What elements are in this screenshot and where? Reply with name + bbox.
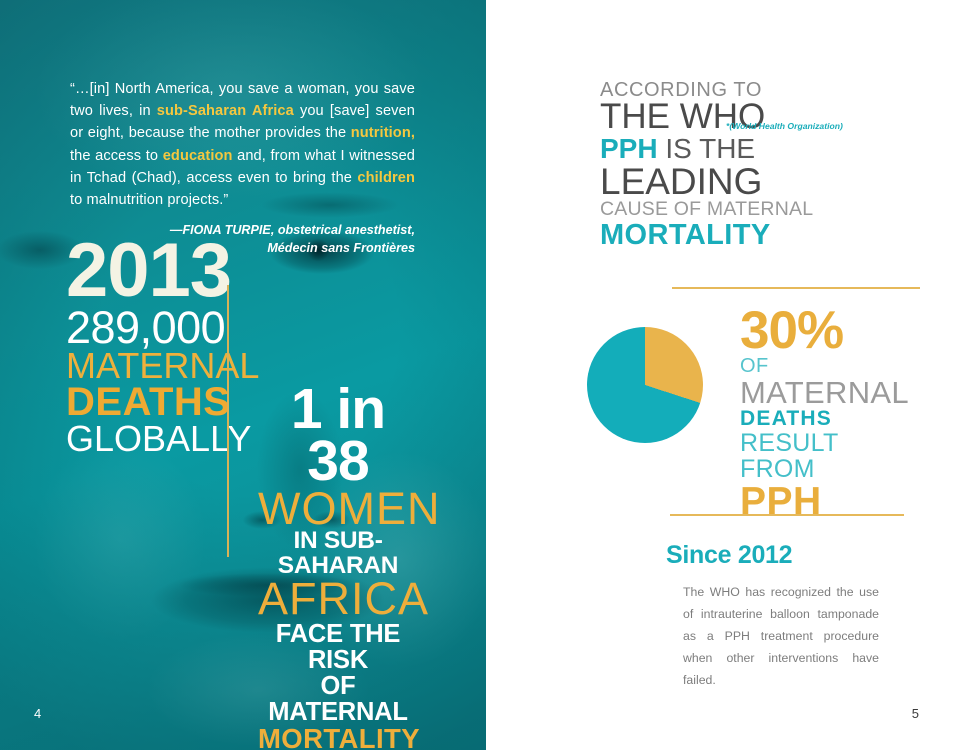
pull-quote: “…[in] North America, you save a woman, …: [70, 78, 415, 257]
headline-line-leading: LEADING: [600, 160, 763, 202]
headline-text-is-the: IS THE: [657, 133, 756, 165]
stat-block-maternal-deaths: 2013 289,000 MATERNAL DEATHS GLOBALLY: [66, 228, 260, 460]
stat-block-risk-ratio: 1 in 38 WOMEN IN SUB-SAHARAN AFRICA FACE…: [258, 377, 441, 750]
divider-rule-bottom: [670, 514, 904, 516]
stat-label-deaths-right: DEATHS: [740, 406, 832, 430]
stat-block-pph-percentage: 30% OF MATERNAL DEATHS RESULT FROM PPH: [740, 301, 920, 521]
since-2012-section: Since 2012 The WHO has recognized the us…: [666, 543, 916, 691]
page-number-left: 4: [34, 706, 42, 721]
attribution-organization: Médecin sans Frontières: [267, 240, 415, 255]
headline-accent-pph: PPH: [600, 133, 658, 165]
quote-attribution: —FIONA TURPIE, obstetrical anesthetist, …: [70, 222, 415, 257]
right-page: ACCORDING TO THE WHO PPH IS THE LEADING …: [486, 0, 971, 750]
stat-year: 2013: [66, 228, 232, 313]
attribution-name: —FIONA TURPIE, obstetrical anesthetist,: [169, 223, 415, 238]
since-section-body: The WHO has recognized the use of intrau…: [683, 585, 879, 687]
stat-label-risk-line1: FACE THE RISK: [275, 619, 401, 674]
stat-label-region-line1: IN SUB-SAHARAN: [277, 527, 399, 579]
stat-label-maternal: MATERNAL: [66, 345, 260, 387]
pie-chart-slices: [587, 327, 703, 443]
quote-part-3: the access to: [70, 147, 163, 164]
stat-percent-value: 30%: [740, 301, 844, 360]
stat-death-count: 289,000: [66, 301, 226, 353]
stat-label-mortality: MORTALITY: [258, 722, 420, 750]
headline-line-the-who: THE WHO: [600, 97, 766, 136]
who-footnote: *(World Health Organization): [726, 121, 843, 131]
stat-label-risk-line2: OF MATERNAL: [268, 671, 408, 726]
left-page: “…[in] North America, you save a woman, …: [0, 0, 486, 750]
stat-label-globally: GLOBALLY: [66, 418, 252, 460]
background-portrait-photo: [0, 0, 486, 750]
headline-line-pph-is-the: PPH IS THE: [600, 135, 760, 164]
quote-highlight-children: children: [357, 169, 415, 186]
stat-label-deaths: DEATHS: [66, 379, 231, 424]
divider-rule-top: [672, 287, 920, 289]
stat-label-result-from: RESULT FROM: [740, 429, 839, 483]
headline-who-statement: ACCORDING TO THE WHO PPH IS THE LEADING …: [600, 79, 814, 251]
headline-line-according-to: ACCORDING TO: [600, 79, 763, 101]
page-number-right: 5: [911, 706, 919, 721]
stat-label-maternal-right: MATERNAL: [740, 374, 909, 410]
pie-chart: [587, 327, 703, 443]
headline-line-mortality: MORTALITY: [600, 218, 771, 251]
vertical-divider: [227, 285, 229, 557]
headline-line-cause-of-maternal: CAUSE OF MATERNAL: [600, 198, 814, 221]
quote-text: “…[in] North America, you save a woman, …: [70, 78, 415, 211]
stat-label-of: OF: [740, 354, 769, 377]
quote-part-2: you [save] seven or eight, because the m…: [70, 103, 415, 142]
quote-highlight-region: sub-Saharan Africa: [156, 103, 294, 120]
stat-label-women: WOMEN: [258, 482, 441, 534]
quote-highlight-nutrition: nutrition,: [350, 125, 415, 142]
quote-highlight-education: education: [162, 147, 233, 164]
quote-part-1: “…[in] North America, you save a woman, …: [70, 81, 415, 120]
stat-ratio: 1 in 38: [290, 377, 386, 494]
stat-label-region-line2: AFRICA: [258, 573, 430, 625]
quote-part-5: to malnutrition projects.”: [70, 191, 229, 208]
quote-part-4: and, from what I witnessed in Tchad (Cha…: [70, 147, 415, 186]
since-section-title: Since 2012: [666, 541, 793, 569]
